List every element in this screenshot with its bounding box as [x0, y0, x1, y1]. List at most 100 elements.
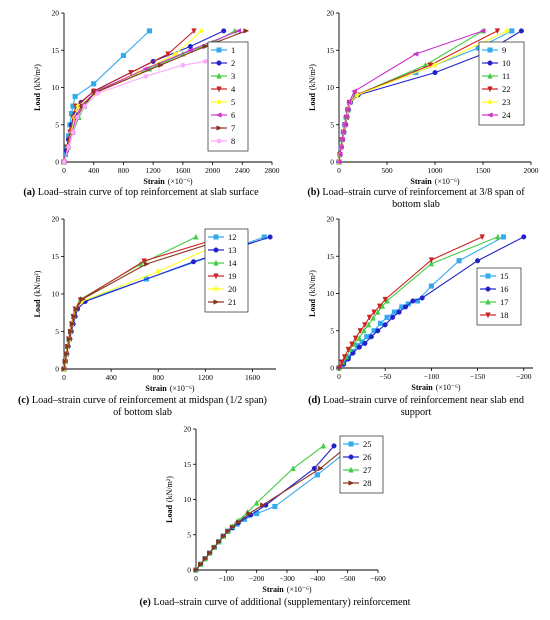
data-point — [69, 321, 76, 327]
series-1 — [61, 28, 152, 165]
data-point — [260, 502, 267, 508]
data-point — [66, 336, 73, 342]
data-point — [368, 334, 374, 340]
data-point — [253, 499, 260, 506]
x-tick-label: 1200 — [146, 166, 161, 175]
legend-marker — [487, 86, 493, 93]
data-point — [66, 144, 71, 150]
data-point — [378, 320, 384, 326]
y-tick-label: 20 — [52, 215, 60, 224]
data-point — [412, 51, 419, 57]
series-line-26 — [195, 445, 335, 571]
caption-tag: (b) — [307, 187, 320, 198]
legend-label: 5 — [231, 97, 235, 107]
caption-b: (b) Load–strain curve of reinforcement a… — [282, 187, 550, 211]
legend-marker — [485, 312, 491, 319]
data-point — [158, 62, 164, 68]
series-5 — [61, 27, 205, 166]
legend-a: 1 2 3 4 5 6 7 8 — [207, 41, 249, 152]
data-point — [73, 306, 80, 312]
legend-marker — [486, 112, 493, 118]
legend-marker — [485, 286, 491, 292]
legend-label: 2 — [231, 58, 235, 68]
legend-marker — [485, 273, 491, 279]
data-point — [95, 90, 100, 97]
legend-d: 15 16 17 18 — [476, 267, 522, 326]
x-tick-label: −100 — [219, 574, 235, 583]
x-tick-label: −600 — [370, 574, 386, 583]
legend-label: 3 — [231, 71, 235, 81]
y-tick-label: 20 — [52, 9, 60, 18]
data-point — [428, 257, 435, 264]
y-axis-label-name: Load — [165, 505, 174, 523]
chart-panel-c: 0 400 800 1200 1600 0 5 10 15 20 Strain (×10⁻⁶) Load… — [33, 215, 276, 393]
legend-marker — [213, 234, 219, 240]
legend-marker — [216, 125, 223, 131]
legend-marker — [348, 466, 354, 473]
data-point — [229, 524, 236, 530]
y-tick-label: 20 — [327, 9, 335, 18]
y-tick-label: 0 — [187, 566, 191, 575]
y-axis-label: Load (kN/m²) — [308, 270, 317, 317]
data-point — [390, 314, 396, 320]
data-point — [362, 340, 368, 346]
chart-panel-a: 0 400 800 1200 1600 2000 2400 280005101520Strai… — [33, 9, 280, 186]
legend-label: 19 — [228, 271, 237, 281]
data-point — [356, 344, 362, 350]
caption-text: Load–strain curve of reinforcement near … — [320, 395, 524, 406]
data-point — [376, 303, 383, 310]
data-point — [396, 309, 402, 315]
data-point — [382, 296, 388, 303]
y-tick-label: 10 — [327, 83, 335, 92]
y-axis-label: Load (kN/m²) — [308, 64, 317, 111]
series-line-16 — [338, 236, 525, 369]
y-axis-label-unit: (kN/m²) — [308, 64, 317, 90]
x-tick-label: 800 — [118, 166, 130, 175]
y-axis-label-name: Load — [308, 299, 317, 317]
x-tick-label: 2400 — [235, 166, 250, 175]
legend-label: 20 — [228, 284, 237, 294]
data-point — [70, 129, 76, 135]
legend-label: 8 — [231, 136, 235, 146]
data-point — [379, 302, 386, 309]
data-point — [339, 359, 345, 366]
data-point — [128, 70, 134, 76]
data-point — [350, 350, 356, 356]
data-point — [366, 314, 373, 321]
data-point — [202, 556, 209, 562]
legend-c: 12 13 14 19 20 21 — [204, 228, 249, 313]
data-point — [410, 298, 416, 304]
y-tick-label: 10 — [52, 83, 60, 92]
legend-label: 27 — [363, 465, 372, 475]
data-point — [335, 159, 342, 165]
data-point — [338, 136, 345, 143]
data-point — [370, 314, 376, 321]
legend-marker — [487, 47, 493, 53]
y-axis-label-name: Load — [33, 93, 42, 111]
x-tick-label: 0 — [62, 373, 66, 382]
legend-e: 25 26 27 28 — [339, 435, 384, 494]
data-point — [314, 472, 320, 478]
x-axis-label-name: Strain — [145, 384, 167, 393]
data-point — [202, 43, 209, 50]
x-tick-label: −150 — [470, 372, 486, 381]
data-point — [340, 129, 346, 135]
legend-label: 16 — [500, 284, 509, 294]
data-point — [352, 335, 359, 342]
data-point — [65, 343, 72, 350]
data-point — [336, 151, 343, 158]
data-point — [191, 28, 197, 35]
legend-marker — [487, 72, 493, 79]
data-point — [362, 322, 368, 329]
y-tick-label: 0 — [55, 365, 59, 374]
y-axis-label-unit: (kN/m²) — [308, 270, 317, 296]
x-tick-label: −200 — [249, 574, 265, 583]
data-point — [479, 234, 485, 241]
data-point — [349, 341, 355, 348]
data-point — [384, 314, 390, 320]
y-tick-label: 5 — [330, 326, 334, 335]
caption-d: (d) Load–strain curve of reinforcement n… — [282, 395, 550, 419]
data-point — [311, 465, 317, 472]
y-axis-label-name: Load — [308, 93, 317, 111]
legend-marker — [216, 138, 222, 144]
